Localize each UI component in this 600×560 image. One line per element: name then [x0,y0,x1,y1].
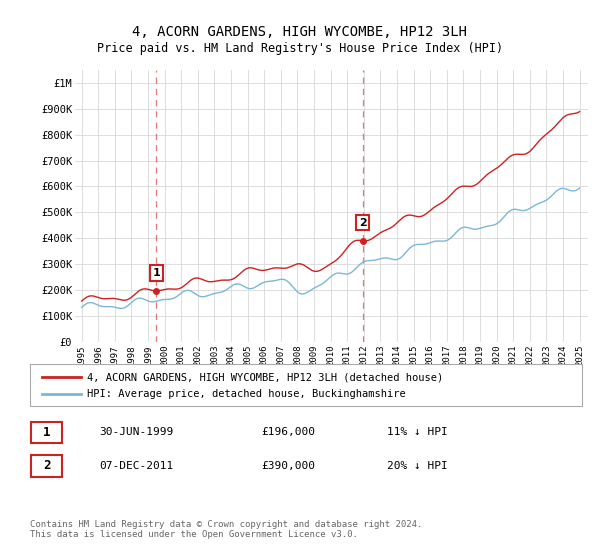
Text: 2: 2 [43,459,50,473]
Text: £196,000: £196,000 [261,427,315,437]
Text: £390,000: £390,000 [261,461,315,471]
Text: Price paid vs. HM Land Registry's House Price Index (HPI): Price paid vs. HM Land Registry's House … [97,42,503,55]
Text: 1: 1 [152,268,160,278]
Text: 07-DEC-2011: 07-DEC-2011 [99,461,173,471]
Text: 11% ↓ HPI: 11% ↓ HPI [387,427,448,437]
Text: 20% ↓ HPI: 20% ↓ HPI [387,461,448,471]
Text: Contains HM Land Registry data © Crown copyright and database right 2024.
This d: Contains HM Land Registry data © Crown c… [30,520,422,539]
Text: 4, ACORN GARDENS, HIGH WYCOMBE, HP12 3LH (detached house): 4, ACORN GARDENS, HIGH WYCOMBE, HP12 3LH… [87,372,443,382]
Text: 4, ACORN GARDENS, HIGH WYCOMBE, HP12 3LH: 4, ACORN GARDENS, HIGH WYCOMBE, HP12 3LH [133,25,467,39]
Text: HPI: Average price, detached house, Buckinghamshire: HPI: Average price, detached house, Buck… [87,389,406,399]
Text: 30-JUN-1999: 30-JUN-1999 [99,427,173,437]
Text: 1: 1 [43,426,50,439]
Text: 2: 2 [359,218,367,227]
